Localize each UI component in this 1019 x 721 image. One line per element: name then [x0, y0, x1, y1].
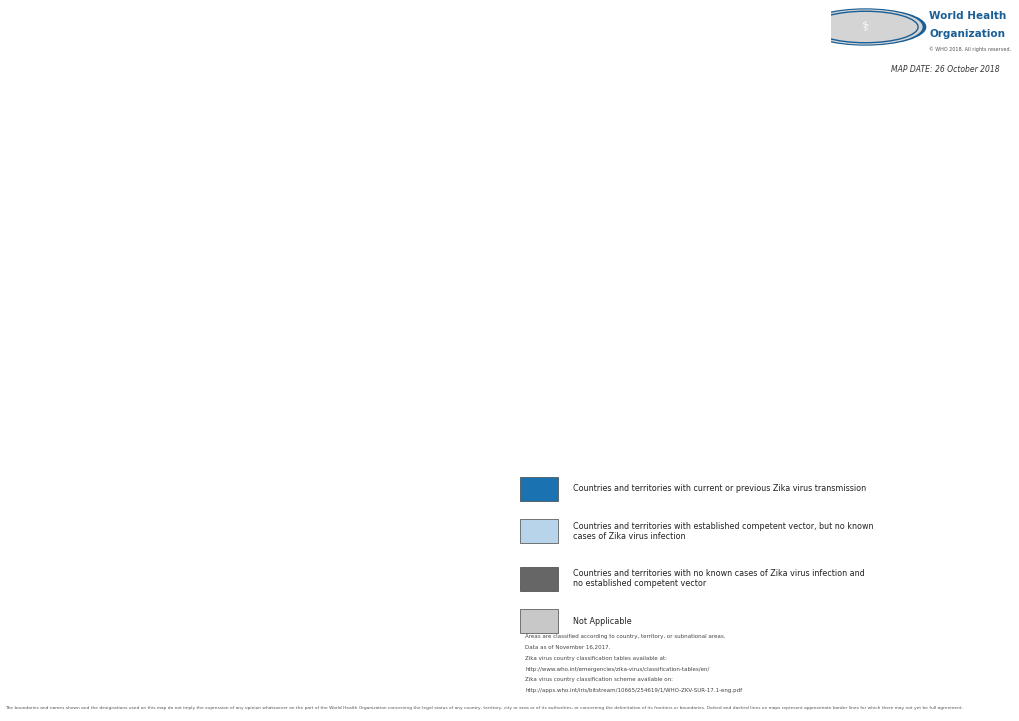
Text: World Health: World Health — [928, 11, 1006, 21]
Bar — [520, 609, 557, 633]
Circle shape — [808, 10, 921, 44]
Text: Zika virus country classification scheme available on:: Zika virus country classification scheme… — [525, 677, 673, 682]
Text: Countries and territories with current or previous Zika virus transmission: Countries and territories with current o… — [573, 485, 865, 493]
Text: Not Applicable: Not Applicable — [573, 616, 631, 626]
Text: http://www.who.int/emergencies/zika-virus/classification-tables/en/: http://www.who.int/emergencies/zika-viru… — [525, 667, 709, 671]
Bar — [520, 567, 557, 590]
Text: Areas are classified according to country, territory, or subnational areas.: Areas are classified according to countr… — [525, 634, 725, 640]
Text: ⚕: ⚕ — [861, 20, 868, 34]
Text: © WHO 2018. All rights reserved.: © WHO 2018. All rights reserved. — [928, 47, 1011, 53]
Bar — [520, 519, 557, 543]
Text: Countries and territories with current or previous Zika virus transmission: Countries and territories with current o… — [10, 19, 878, 39]
Text: MAP DATE: 26 October 2018: MAP DATE: 26 October 2018 — [891, 65, 999, 74]
Text: Countries and territories with established competent vector, but no known
cases : Countries and territories with establish… — [573, 521, 873, 541]
Text: Organization: Organization — [928, 29, 1005, 39]
Text: Zika virus country classification tables available at:: Zika virus country classification tables… — [525, 656, 666, 661]
Circle shape — [804, 9, 925, 45]
Bar — [520, 477, 557, 501]
Text: Data as of November 16,2017.: Data as of November 16,2017. — [525, 645, 610, 650]
Text: The boundaries and names shown and the designations used on this map do not impl: The boundaries and names shown and the d… — [5, 707, 962, 710]
Text: Countries and territories with no known cases of Zika virus infection and
no est: Countries and territories with no known … — [573, 569, 864, 588]
Text: http://apps.who.int/iris/bitstream/10665/254619/1/WHO-ZKV-SUR-17.1-eng.pdf: http://apps.who.int/iris/bitstream/10665… — [525, 688, 742, 693]
